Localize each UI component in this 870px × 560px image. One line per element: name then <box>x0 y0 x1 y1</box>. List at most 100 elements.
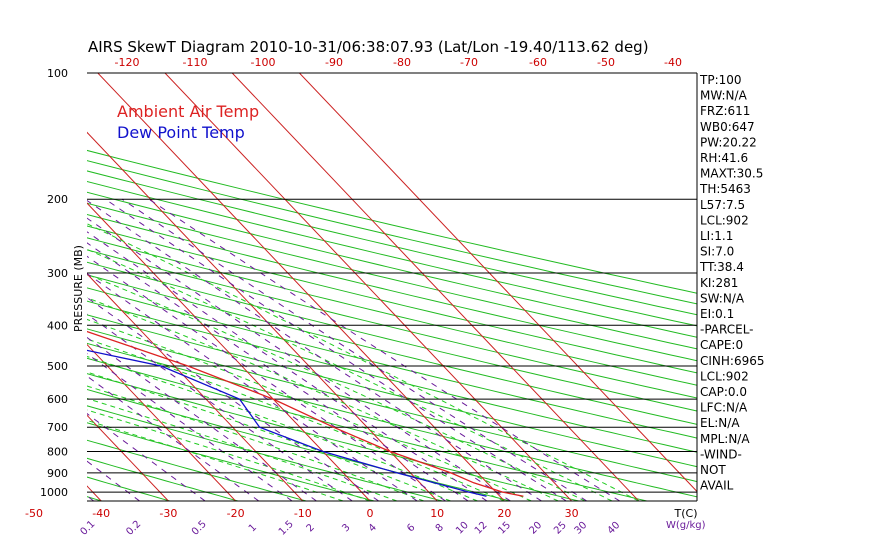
mixing-ratio-label: 0.2 <box>124 519 143 538</box>
dry-adiabat-line-17 <box>87 274 697 425</box>
legend: Ambient Air Temp Dew Point Temp <box>117 102 259 142</box>
stat-item: SW:N/A <box>700 291 745 305</box>
stat-item: EI:0.1 <box>700 307 734 321</box>
mixing-ratio-line-14 <box>105 198 567 501</box>
moist-adiabat-line-1 <box>87 409 371 501</box>
pressure-tick-label: 800 <box>47 446 68 459</box>
moist-adiabat-line-6 <box>87 338 505 501</box>
mixing-ratio-line-3 <box>87 375 260 501</box>
background-lines <box>0 73 697 501</box>
mixing-ratio-label: 12 <box>473 520 490 537</box>
dry-adiabat-line-7 <box>87 422 375 501</box>
temp-tick-label: -50 <box>25 507 43 520</box>
stat-item: EL:N/A <box>700 416 740 430</box>
stat-item: CAP:0.0 <box>700 385 747 399</box>
mixing-ratio-label: 1.5 <box>277 519 296 538</box>
pressure-tick-label: 300 <box>47 267 68 280</box>
mixing-ratio-line-15 <box>121 198 588 501</box>
dry-adiabat-line-18 <box>87 261 697 412</box>
moist-adiabat-line-7 <box>87 318 532 501</box>
dry-adiabat-line-11 <box>87 357 648 501</box>
dry-adiabat-line-14 <box>87 314 697 468</box>
mixing-ratio-label: 25 <box>552 520 569 537</box>
dry-adiabat-line-2 <box>0 73 34 501</box>
stat-item: LFC:N/A <box>700 401 748 415</box>
stat-item: RH:41.6 <box>700 151 748 165</box>
temp-tick-label: -40 <box>92 507 110 520</box>
mixing-ratio-label: 20 <box>527 520 544 537</box>
stat-item: SI:7.0 <box>700 245 734 259</box>
moist-adiabat-line-11 <box>87 223 640 501</box>
stat-item: CAPE:0 <box>700 338 743 352</box>
isotherm-line-30 <box>164 73 572 501</box>
pressure-tick-label: 1000 <box>40 486 68 499</box>
mixing-ratio-label: 0.5 <box>190 519 209 538</box>
dry-adiabat-line-19 <box>87 249 697 399</box>
top-temp-tick-label: -50 <box>597 56 615 69</box>
stat-item: PW:20.22 <box>700 135 757 149</box>
top-temp-tick-label: -90 <box>325 56 343 69</box>
temp-unit-label: T(C) <box>674 507 698 520</box>
mixing-ratio-label: 10 <box>454 520 471 537</box>
moist-adiabat-line-9 <box>87 273 586 501</box>
dry-adiabat-line-3 <box>87 496 102 501</box>
moist-adiabat-line-4 <box>87 371 451 501</box>
moist-adiabat-line-3 <box>87 385 424 501</box>
y-axis-label: PRESSURE (MB) <box>72 245 85 332</box>
moist-adiabat-line-8 <box>87 297 559 501</box>
legend-item-1: Dew Point Temp <box>117 123 245 142</box>
mixing-ratio-line-10 <box>87 242 469 501</box>
dry-adiabat-line-6 <box>87 439 307 501</box>
temp-tick-label: 30 <box>565 507 579 520</box>
series-line-1 <box>87 349 487 497</box>
series-line-0 <box>87 330 524 497</box>
top-temp-tick-label: -60 <box>529 56 547 69</box>
axes <box>87 72 698 502</box>
stat-item: TH:5463 <box>699 182 751 196</box>
mixing-ratio-line-11 <box>87 231 488 501</box>
mixing-ratio-label: 4 <box>367 522 379 534</box>
stat-item: MAXT:30.5 <box>700 167 763 181</box>
stat-item: TT:38.4 <box>699 260 744 274</box>
dry-adiabat-line-27 <box>87 160 697 305</box>
pressure-tick-label: 900 <box>47 467 68 480</box>
mixing-ratio-line-16 <box>148 198 621 501</box>
chart-title: AIRS SkewT Diagram 2010-10-31/06:38:07.9… <box>88 38 649 56</box>
temp-tick-label: -20 <box>227 507 245 520</box>
pressure-tick-label: 200 <box>47 193 68 206</box>
isotherm-line-50 <box>299 73 697 493</box>
dry-adiabat-line-16 <box>87 287 697 439</box>
stat-item: CINH:6965 <box>700 354 765 368</box>
dry-adiabat-line-25 <box>87 180 697 327</box>
dry-adiabat-line-13 <box>87 328 697 483</box>
dry-adiabat-line-26 <box>87 170 697 316</box>
mixing-ratio-line-2 <box>87 413 206 501</box>
isotherm-line-10 <box>87 131 438 501</box>
mixing-ratio-label: 6 <box>405 522 417 534</box>
stat-item: KI:281 <box>700 276 738 290</box>
mixing-ratio-label: 2 <box>305 522 317 534</box>
temp-tick-label: 20 <box>497 507 511 520</box>
mixing-ratio-label: 0.1 <box>78 519 97 538</box>
isotherm-line-m20 <box>87 343 236 501</box>
isotherm-line-m40 <box>87 485 102 501</box>
top-temp-tick-label: -70 <box>460 56 478 69</box>
mixing-ratio-label: 30 <box>573 520 590 537</box>
top-temp-tick-label: -110 <box>183 56 208 69</box>
dry-adiabat-line-10 <box>87 373 579 501</box>
mixing-ratio-line-8 <box>87 273 418 501</box>
stat-item: MW:N/A <box>700 89 748 103</box>
dry-adiabat-line-15 <box>87 300 697 453</box>
pressure-tick-label: 600 <box>47 393 68 406</box>
isotherm-line-m30 <box>87 414 169 501</box>
pressure-tick-label: 700 <box>47 421 68 434</box>
dry-adiabat-line-24 <box>87 191 697 338</box>
stat-item: WB0:647 <box>700 120 755 134</box>
stat-item: FRZ:611 <box>700 104 750 118</box>
mixing-ratio-line-9 <box>87 255 446 501</box>
moist-adiabat-line-10 <box>87 248 613 501</box>
temp-tick-label: 10 <box>430 507 444 520</box>
mixing-ratio-label: 15 <box>496 520 513 537</box>
legend-item-0: Ambient Air Temp <box>117 102 259 121</box>
dry-adiabat-line-8 <box>87 405 443 501</box>
